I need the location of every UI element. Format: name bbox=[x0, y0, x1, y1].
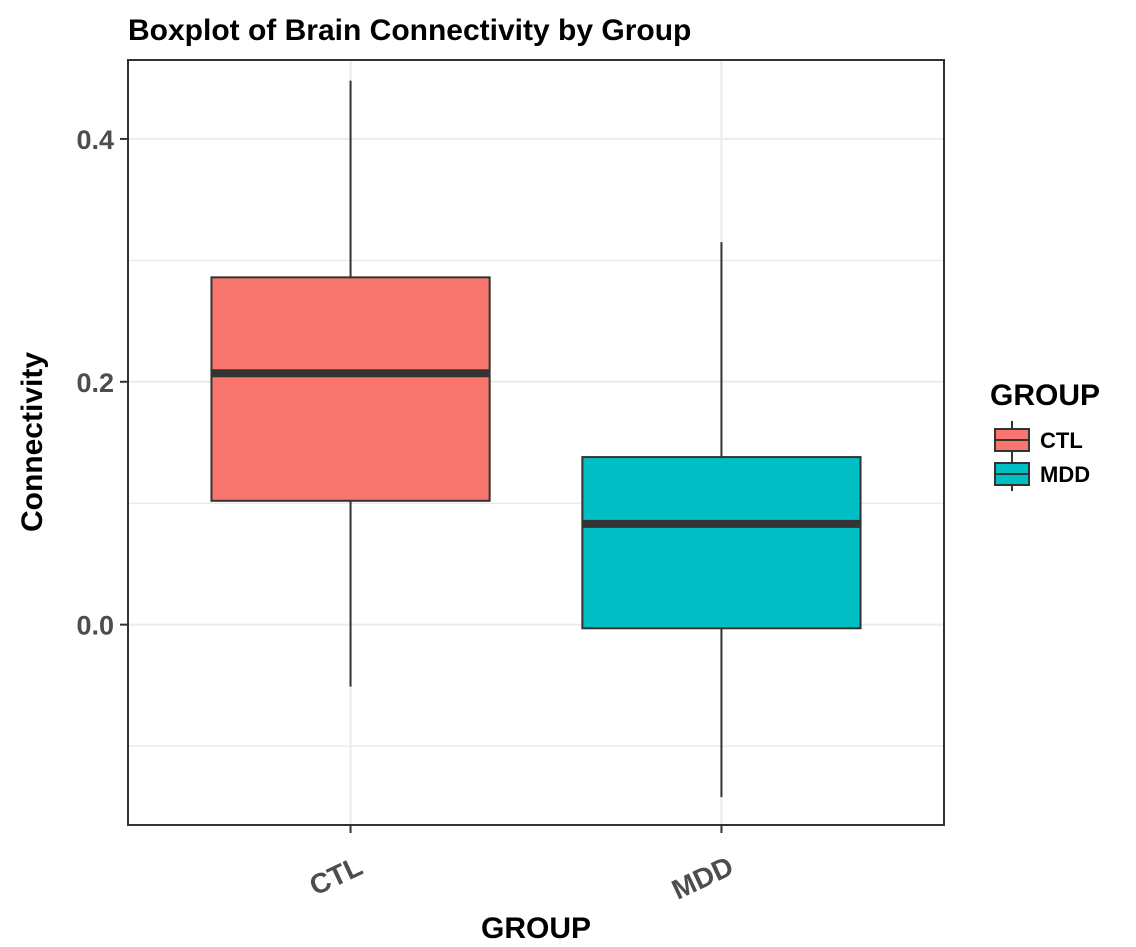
x-tick-label-mdd: MDD bbox=[667, 850, 738, 905]
legend-entries: CTL MDD bbox=[994, 421, 1090, 491]
box-ctl bbox=[210, 80, 491, 687]
box-iqr bbox=[210, 276, 491, 502]
plot-panel-border bbox=[127, 59, 945, 826]
legend-title: GROUP bbox=[990, 379, 1100, 412]
x-axis-title: GROUP bbox=[481, 912, 591, 945]
legend-label: MDD bbox=[1040, 462, 1090, 487]
x-tick-label-ctl: CTL bbox=[305, 850, 367, 901]
box-iqr bbox=[581, 456, 862, 630]
y-axis-ticks: 0.0 0.2 0.4 bbox=[76, 125, 128, 641]
legend: GROUP CTL MDD bbox=[990, 379, 1100, 491]
legend-entry-mdd: MDD bbox=[994, 455, 1090, 491]
chart-title: Boxplot of Brain Connectivity by Group bbox=[128, 14, 691, 47]
y-tick-label: 0.0 bbox=[76, 611, 114, 641]
y-tick-label: 0.2 bbox=[76, 368, 114, 398]
legend-label: CTL bbox=[1040, 428, 1083, 453]
y-axis-title: Connectivity bbox=[16, 352, 49, 532]
legend-entry-ctl: CTL bbox=[994, 421, 1083, 457]
y-tick-label: 0.4 bbox=[76, 125, 114, 155]
x-axis-ticks: CTL MDD bbox=[305, 825, 738, 905]
box-mdd bbox=[581, 242, 862, 798]
boxes bbox=[210, 80, 862, 798]
